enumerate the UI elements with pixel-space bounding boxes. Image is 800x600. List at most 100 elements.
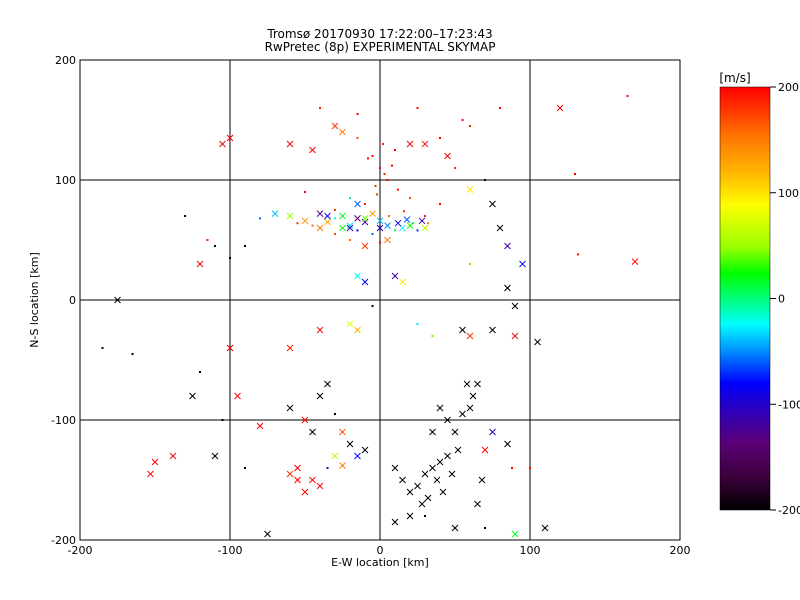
data-point-x-marker [189, 392, 196, 400]
data-point-stroke [429, 428, 436, 436]
plot-frame [79, 59, 681, 541]
data-point-x-marker [463, 380, 471, 388]
data-point-stroke [511, 302, 519, 310]
data-point-dot [371, 233, 374, 235]
data-point-stroke [478, 476, 486, 484]
data-point-x-marker [459, 326, 466, 334]
data-point-x-marker [346, 320, 354, 328]
data-point-x-marker [346, 222, 354, 229]
data-point-stroke [463, 380, 471, 388]
data-point-stroke [466, 332, 474, 340]
data-point-x-marker [354, 200, 361, 208]
data-point-x-marker [631, 258, 639, 265]
data-point-stroke [466, 186, 474, 193]
data-point-x-marker [301, 217, 309, 225]
data-point-stroke [286, 344, 294, 352]
data-point-x-marker [451, 524, 459, 532]
data-point-stroke [346, 222, 354, 229]
data-point-stroke [369, 210, 376, 217]
data-point-dot [386, 179, 389, 181]
data-point-dot [574, 173, 576, 175]
data-point-dot [229, 257, 231, 259]
data-point-dot [416, 323, 419, 325]
data-point-dot [206, 239, 209, 241]
data-point-dot [334, 209, 336, 211]
grid-lines [80, 60, 680, 540]
data-point-stroke [339, 224, 346, 232]
data-point-dot [334, 217, 336, 220]
x-axis-label: E-W location [km] [331, 556, 429, 569]
data-point-x-marker [451, 428, 459, 436]
data-point-stroke [444, 152, 451, 160]
data-point-dot [397, 188, 399, 191]
data-point-x-marker [234, 392, 241, 400]
data-point-stroke [489, 200, 496, 208]
data-point-dot [334, 413, 336, 415]
data-point-dot [356, 229, 359, 232]
data-point-stroke [489, 428, 496, 436]
data-point-x-marker [511, 530, 519, 538]
data-point-x-marker [489, 200, 496, 208]
data-point-stroke [391, 518, 399, 526]
data-point-stroke [511, 332, 519, 340]
data-point-stroke [418, 500, 426, 508]
data-point-x-marker [354, 326, 361, 334]
data-point-x-marker [339, 128, 346, 136]
data-point-x-marker [339, 224, 346, 232]
data-point-x-marker [504, 440, 511, 448]
data-point-x-marker [439, 488, 447, 496]
data-point-stroke [271, 210, 279, 217]
data-point-dot [382, 143, 384, 145]
data-point-dot [371, 305, 374, 307]
data-point-stroke [309, 428, 316, 436]
data-point-x-marker [147, 470, 154, 478]
data-point-stroke [406, 488, 414, 496]
data-point-dot [626, 95, 629, 97]
data-point-stroke [286, 404, 294, 412]
data-point-stroke [406, 512, 414, 520]
colorbar-label: [m/s] [719, 71, 750, 85]
data-point-x-marker [489, 428, 496, 436]
data-point-x-marker [339, 462, 346, 469]
data-point-stroke [294, 476, 301, 484]
data-point-x-marker [406, 488, 414, 496]
data-point-x-marker [331, 122, 339, 130]
data-point-x-marker [339, 428, 346, 436]
data-point-stroke [429, 464, 436, 472]
data-point-stroke [504, 284, 511, 292]
data-point-stroke [361, 446, 369, 454]
data-point-stroke [354, 326, 361, 334]
data-point-x-marker [286, 344, 294, 352]
data-point-dot [461, 119, 464, 121]
data-point-x-marker [226, 344, 234, 352]
data-point-stroke [399, 476, 406, 484]
data-point-x-marker [399, 278, 406, 286]
data-point-stroke [394, 219, 402, 227]
data-point-stroke [519, 260, 526, 268]
data-point-x-marker [264, 530, 271, 538]
data-point-dot [499, 107, 501, 109]
data-point-stroke [474, 500, 481, 508]
data-point-x-marker [286, 212, 294, 220]
data-point-x-marker [294, 464, 301, 472]
data-point-x-marker [286, 140, 294, 148]
data-point-x-marker [421, 140, 429, 148]
data-point-x-marker [433, 476, 441, 484]
data-point-x-marker [294, 476, 301, 484]
data-point-x-marker [376, 217, 384, 225]
data-point-x-marker [519, 260, 526, 268]
data-point-x-marker [354, 272, 361, 280]
data-point-stroke [439, 488, 447, 496]
y-tick-label: 100 [55, 174, 76, 187]
data-point-stroke [324, 212, 331, 220]
data-point-stroke [331, 452, 339, 460]
data-point-dot [394, 229, 396, 232]
data-point-stroke [196, 260, 204, 268]
data-point-dot [424, 215, 426, 217]
data-point-stroke [354, 215, 361, 222]
data-point-stroke [444, 416, 451, 424]
data-point-x-marker [316, 224, 324, 232]
data-point-x-marker [414, 482, 421, 490]
data-point-stroke [556, 104, 564, 112]
data-point-stroke [399, 278, 406, 286]
